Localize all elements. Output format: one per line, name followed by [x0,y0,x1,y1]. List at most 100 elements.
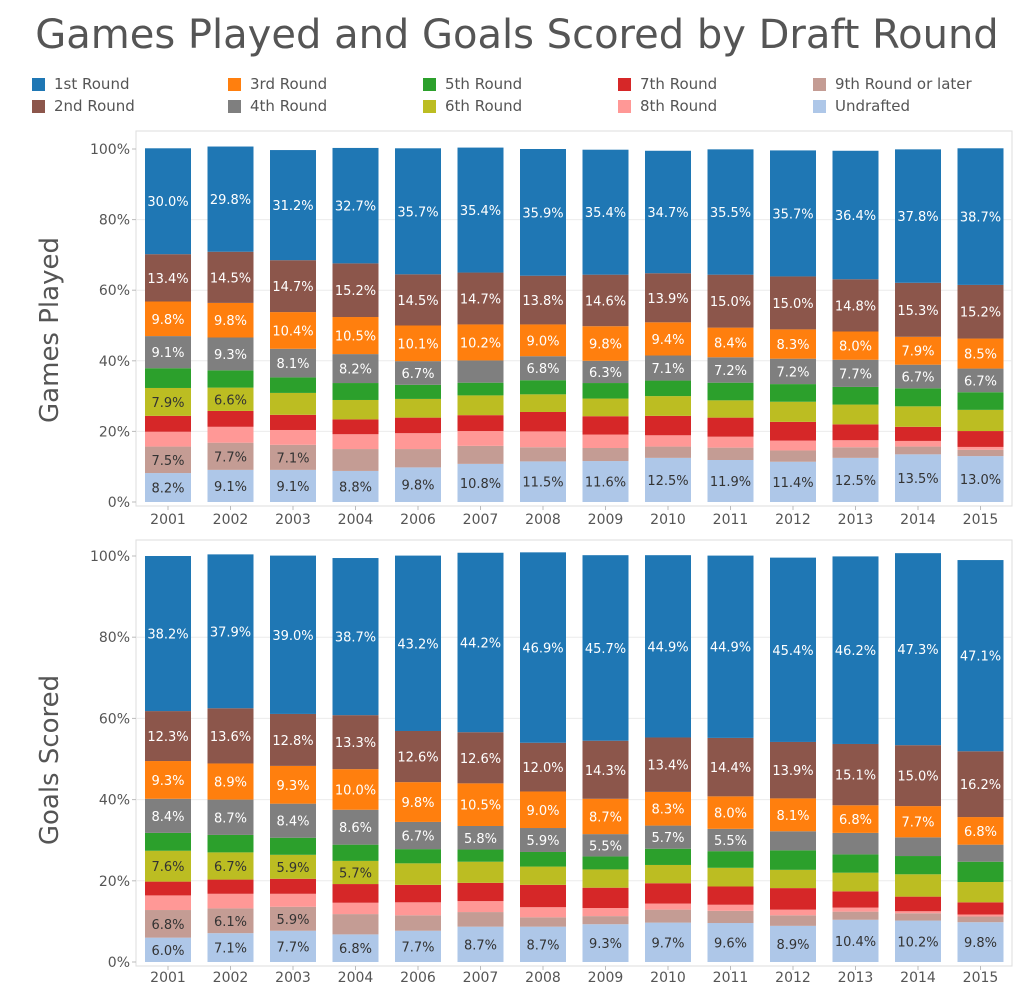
bar-segment [645,457,691,502]
plot-frame [135,539,1013,967]
data-label: 13.5% [897,472,938,487]
bar-segment [645,396,691,416]
bar-segment [332,902,379,915]
bar-segment [395,148,441,275]
x-tick-label: 2008 [525,970,561,986]
bar-segment [582,360,629,384]
data-label: 8.1% [776,809,809,824]
data-label: 9.8% [401,479,434,494]
data-label: 5.9% [526,834,559,849]
data-label: 5.5% [714,834,747,849]
legend-item: 6th Round [423,96,522,116]
bar-segment [145,446,191,474]
bar-segment [957,456,1004,502]
bar-segment [957,916,1004,923]
data-label: 37.8% [897,210,938,225]
bar-segment [457,431,504,446]
legend-label: 8th Round [640,97,718,115]
bar-segment [145,910,191,938]
bar-segment [582,274,629,327]
data-label: 10.1% [397,337,438,352]
data-label: 31.2% [272,199,313,214]
x-tick-label: 2012 [775,970,811,986]
bar-segment [457,147,504,273]
bar-segment [457,926,504,962]
bar-segment [395,274,441,326]
x-tick-label: 2015 [963,970,999,986]
data-label: 13.6% [210,730,251,745]
bar-segment [957,338,1004,369]
data-label: 8.8% [339,480,372,495]
data-label: 45.4% [772,644,813,659]
bar-segment [332,317,379,355]
data-label: 6.8% [526,362,559,377]
bar-segment [145,895,191,911]
bar-segment [707,851,754,868]
bar-segment [582,416,629,435]
bar-segment [145,473,191,502]
bar-segment [145,368,191,388]
bar-segment [707,357,754,383]
data-label: 9.8% [589,338,622,353]
bar-segment [207,370,254,388]
bar-segment [395,902,441,916]
bar-segment [270,392,316,415]
bar-segment [270,878,316,894]
legend-label: 1st Round [54,75,130,93]
bar-segment [270,765,316,804]
y-tick-label: 100% [90,142,130,158]
x-tick-label: 2001 [150,512,186,528]
data-label: 11.9% [710,475,751,490]
bar-segment [957,431,1004,447]
legend-label: 9th Round or later [835,75,972,93]
bar-segment [707,923,754,962]
bar-segment [395,467,441,502]
bar-segment [457,861,504,883]
bar-segment [645,555,691,738]
bar-segment [957,560,1004,752]
chart-panel: 0% 20% 40% 60% 80% 100% Games Played 8.2% 7.5% 7.… [35,130,1013,528]
bar-segment [270,150,316,261]
bar-segment [395,325,441,362]
bar-segment [770,440,816,451]
bar-segment [145,336,191,369]
bar-segment [645,380,691,397]
data-label: 10.2% [897,935,938,950]
data-label: 8.4% [714,336,747,351]
data-label: 7.2% [776,365,809,380]
bar-segment [270,555,316,714]
data-label: 9.3% [151,774,184,789]
bar-segment [895,149,941,283]
data-label: 11.6% [585,476,626,491]
y-tick-label: 80% [99,213,130,229]
data-label: 6.3% [589,366,622,381]
data-label: 10.2% [460,336,501,351]
bar-segment [582,908,629,917]
bar-segment [957,751,1004,818]
bar-segment [395,884,441,903]
data-label: 15.0% [710,295,751,310]
data-label: 10.4% [835,935,876,950]
bar-segment [645,864,691,884]
legend-swatch [32,77,45,91]
x-tick-label: 2014 [900,970,936,986]
data-label: 35.7% [772,207,813,222]
x-tick-label: 2003 [275,970,311,986]
legend-swatch [813,77,826,91]
bar-segment [207,387,254,411]
bar-segment [645,322,691,356]
bar-segment [645,848,691,865]
bar-segment [520,917,566,927]
data-label: 6.8% [151,918,184,933]
x-tick-label: 2010 [650,512,686,528]
x-tick-label: 2008 [525,512,561,528]
bar-segment [770,798,816,832]
bar-segment [270,906,316,931]
bar-segment [707,737,754,797]
bar-segment [895,911,941,914]
bar-segment [832,854,879,873]
legend-item: 7th Round [618,74,717,94]
bar-segment [520,324,566,357]
bar-segment [895,406,941,427]
data-label: 8.9% [214,776,247,791]
